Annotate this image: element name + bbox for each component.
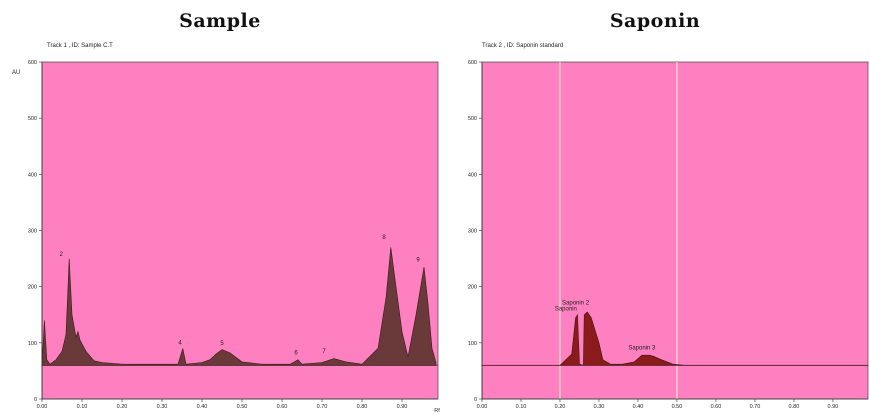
- peak-label-5: 7: [322, 349, 326, 355]
- y-tick-label: 400: [28, 172, 37, 178]
- peak-label-1: Saponin: [555, 306, 577, 312]
- y-axis-label: AU: [12, 70, 21, 76]
- peak-label-3: 5: [220, 341, 224, 347]
- peak-label-6: 8: [382, 235, 386, 241]
- x-tick-label: 0.20: [117, 404, 128, 410]
- x-tick-label: 0.10: [77, 404, 88, 410]
- x-tick-label: 0.90: [397, 404, 408, 410]
- chart-panel-sample: Sample Track 1 , ID: Sample C.T AU 2 4 5 6 7…: [12, 10, 440, 414]
- y-tick-label: 500: [468, 116, 477, 122]
- y-tick-label: 0: [474, 397, 477, 403]
- x-tick-label: 0.70: [317, 404, 328, 410]
- x-tick-label: 0.50: [237, 404, 248, 410]
- x-tick-label: 0.10: [516, 404, 527, 410]
- y-tick-label: 600: [468, 60, 477, 66]
- x-tick-label: 0.20: [555, 404, 566, 410]
- y-tick-label: 200: [28, 285, 37, 291]
- x-tick-label: 0.40: [633, 404, 644, 410]
- y-tick-label: 200: [468, 285, 477, 291]
- x-tick-label: 0.80: [789, 404, 800, 410]
- y-tick-label: 300: [28, 229, 37, 235]
- series-area-0: [482, 311, 868, 366]
- y-tick-label: 300: [468, 229, 477, 235]
- peak-label-3: Saponin 3: [628, 346, 656, 352]
- x-tick-label: 0.40: [197, 404, 208, 410]
- x-tick-label: 0.00: [37, 404, 48, 410]
- peak-label-7: 9: [416, 257, 420, 263]
- x-tick-label: 0.80: [357, 404, 368, 410]
- track-label: Track 2 , ID: Saponin standard: [482, 43, 564, 49]
- x-tick-label: 0.50: [672, 404, 683, 410]
- y-tick-label: 0: [34, 397, 37, 403]
- peak-label-1: 2: [60, 252, 64, 258]
- chart-panel-saponin: Saponin Track 2 , ID: Saponin standard S…: [440, 0, 870, 415]
- plot-area: [481, 61, 869, 400]
- plot-area: [41, 61, 439, 400]
- x-tick-label: 0.90: [828, 404, 839, 410]
- y-tick-label: 100: [468, 341, 477, 347]
- chart-svg-sample: 2 4 5 6 7 8 9 0.00 0.10 0.20 0.30 0.40 0.50 0.60 0.70 0…: [28, 60, 440, 414]
- y-tick-label: 500: [28, 116, 37, 122]
- y-tick-label: 100: [28, 341, 37, 347]
- x-axis-label: Rf: [434, 408, 440, 414]
- peak-label-2: 4: [178, 341, 182, 347]
- series-area-0: [41, 247, 437, 366]
- chart-title: Saponin: [609, 10, 701, 32]
- x-tick-label: 0.30: [157, 404, 168, 410]
- y-tick-label: 600: [28, 60, 37, 66]
- peak-label-4: 6: [294, 351, 298, 357]
- x-tick-label: 0.60: [277, 404, 288, 410]
- chart-title: Sample: [179, 10, 261, 32]
- x-tick-label: 0.70: [750, 404, 761, 410]
- x-tick-label: 0.00: [477, 404, 488, 410]
- track-label: Track 1 , ID: Sample C.T: [47, 43, 113, 49]
- x-tick-label: 0.30: [594, 404, 605, 410]
- x-tick-label: 0.60: [711, 404, 722, 410]
- peak-label-2: Saponin 2: [562, 301, 590, 307]
- y-tick-label: 400: [468, 172, 477, 178]
